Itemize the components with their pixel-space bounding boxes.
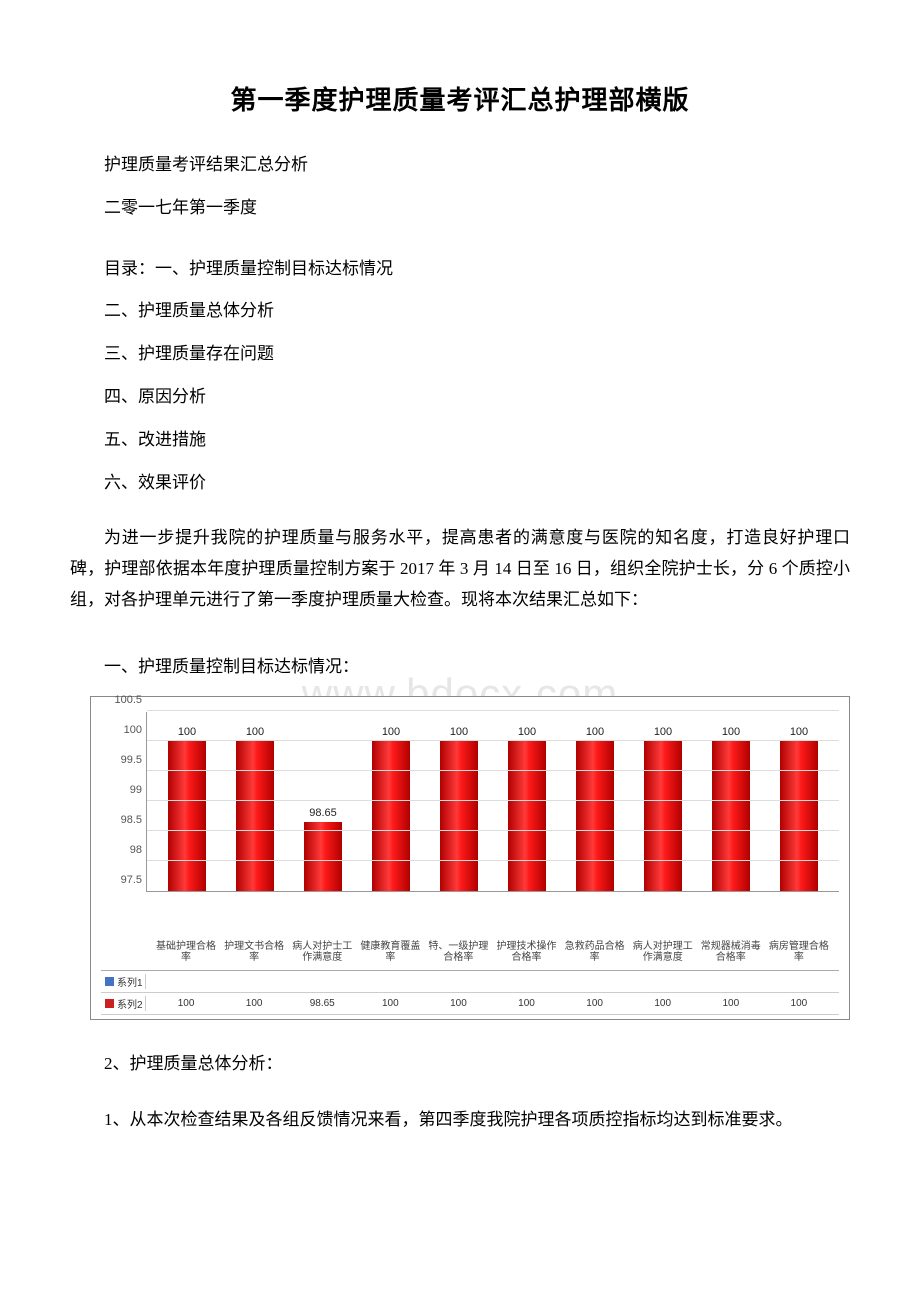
body-paragraph-1: 为进一步提升我院的护理质量与服务水平，提高患者的满意度与医院的知名度，打造良好护… [70, 523, 850, 615]
toc-line-4: 四、原因分析 [70, 377, 850, 418]
series-2-label: 系列2 [117, 996, 143, 1011]
y-tick: 98 [130, 844, 142, 856]
gridline [147, 710, 839, 711]
y-tick: 98.5 [121, 814, 142, 826]
bar-column: 100 [153, 712, 221, 891]
y-tick: 100 [124, 724, 142, 736]
toc-line-1: 目录：一、护理质量控制目标达标情况 [70, 249, 850, 290]
bar-value-label: 100 [246, 726, 264, 738]
bar [236, 741, 274, 891]
data-cell: 100 [629, 998, 697, 1009]
x-category-label: 病房管理合格率 [765, 941, 833, 964]
quality-chart: 97.59898.59999.5100100.5 10010098.651001… [90, 696, 850, 1020]
x-category-label: 护理技术操作合格率 [492, 941, 560, 964]
x-category-label: 病人对护士工作满意度 [288, 941, 356, 964]
legend-series-2: 系列2 [101, 996, 146, 1011]
swatch-series-2 [105, 999, 114, 1008]
bar-value-label: 100 [450, 726, 468, 738]
bar-value-label: 100 [178, 726, 196, 738]
swatch-series-1 [105, 977, 114, 986]
x-category-label: 常规器械消毒合格率 [697, 941, 765, 964]
bar-value-label: 100 [722, 726, 740, 738]
bar-value-label: 100 [790, 726, 808, 738]
legend-series-1: 系列1 [101, 974, 146, 989]
subtitle-line-2: 二零一七年第一季度 [70, 188, 850, 229]
y-tick: 97.5 [121, 874, 142, 886]
data-cell: 100 [561, 998, 629, 1009]
data-cell: 100 [152, 998, 220, 1009]
gridline [147, 740, 839, 741]
bar-column: 98.65 [289, 712, 357, 891]
data-cell: 98.65 [288, 998, 356, 1009]
x-category-label: 护理文书合格率 [220, 941, 288, 964]
x-category-label: 急救药品合格率 [561, 941, 629, 964]
data-cell: 100 [356, 998, 424, 1009]
bar-value-label: 100 [518, 726, 536, 738]
page-title: 第一季度护理质量考评汇总护理部横版 [70, 80, 850, 117]
toc-line-5: 五、改进措施 [70, 420, 850, 461]
gridline [147, 770, 839, 771]
bar-column: 100 [493, 712, 561, 891]
bar-value-label: 98.65 [309, 807, 337, 819]
data-cell: 100 [220, 998, 288, 1009]
section-2-title: 2、护理质量总体分析： [70, 1044, 850, 1085]
bar [576, 741, 614, 891]
data-cell: 100 [765, 998, 833, 1009]
bar [508, 741, 546, 891]
gridline [147, 830, 839, 831]
bar [644, 741, 682, 891]
y-axis: 97.59898.59999.5100100.5 [101, 712, 146, 892]
x-category-label: 健康教育覆盖率 [356, 941, 424, 964]
gridline [147, 800, 839, 801]
bar-value-label: 100 [586, 726, 604, 738]
y-tick: 99 [130, 784, 142, 796]
subtitle-line-1: 护理质量考评结果汇总分析 [70, 145, 850, 186]
bar-column: 100 [697, 712, 765, 891]
bar [168, 741, 206, 891]
plot-area: 100 100 98.65 100 100 100 100 100 100 100 [146, 712, 839, 892]
bar [372, 741, 410, 891]
bar-column: 100 [561, 712, 629, 891]
toc-line-2: 二、护理质量总体分析 [70, 291, 850, 332]
y-tick: 99.5 [121, 754, 142, 766]
bar-value-label: 100 [654, 726, 672, 738]
gridline [147, 860, 839, 861]
toc-line-6: 六、效果评价 [70, 463, 850, 504]
toc-line-3: 三、护理质量存在问题 [70, 334, 850, 375]
body-paragraph-2: 1、从本次检查结果及各组反馈情况来看，第四季度我院护理各项质控指标均达到标准要求… [70, 1105, 850, 1136]
data-cell: 100 [424, 998, 492, 1009]
bar-value-label: 100 [382, 726, 400, 738]
bar-column: 100 [425, 712, 493, 891]
series-1-label: 系列1 [117, 974, 143, 989]
x-category-label: 病人对护理工作满意度 [629, 941, 697, 964]
chart-data-table: 系列1 系列2 10010098.65100100100100100100100 [101, 970, 839, 1015]
data-cell: 100 [492, 998, 560, 1009]
bar-column: 100 [629, 712, 697, 891]
bar-column: 100 [221, 712, 289, 891]
x-category-label: 特、一级护理合格率 [424, 941, 492, 964]
bar-column: 100 [357, 712, 425, 891]
x-axis-labels: 基础护理合格率护理文书合格率病人对护士工作满意度健康教育覆盖率特、一级护理合格率… [146, 937, 839, 966]
bar-column: 100 [765, 712, 833, 891]
section-1-title: 一、护理质量控制目标达标情况： [70, 647, 850, 688]
y-tick: 100.5 [114, 694, 142, 706]
bar [304, 822, 342, 891]
bar [780, 741, 818, 891]
data-cell: 100 [697, 998, 765, 1009]
bar [440, 741, 478, 891]
x-category-label: 基础护理合格率 [152, 941, 220, 964]
bar [712, 741, 750, 891]
